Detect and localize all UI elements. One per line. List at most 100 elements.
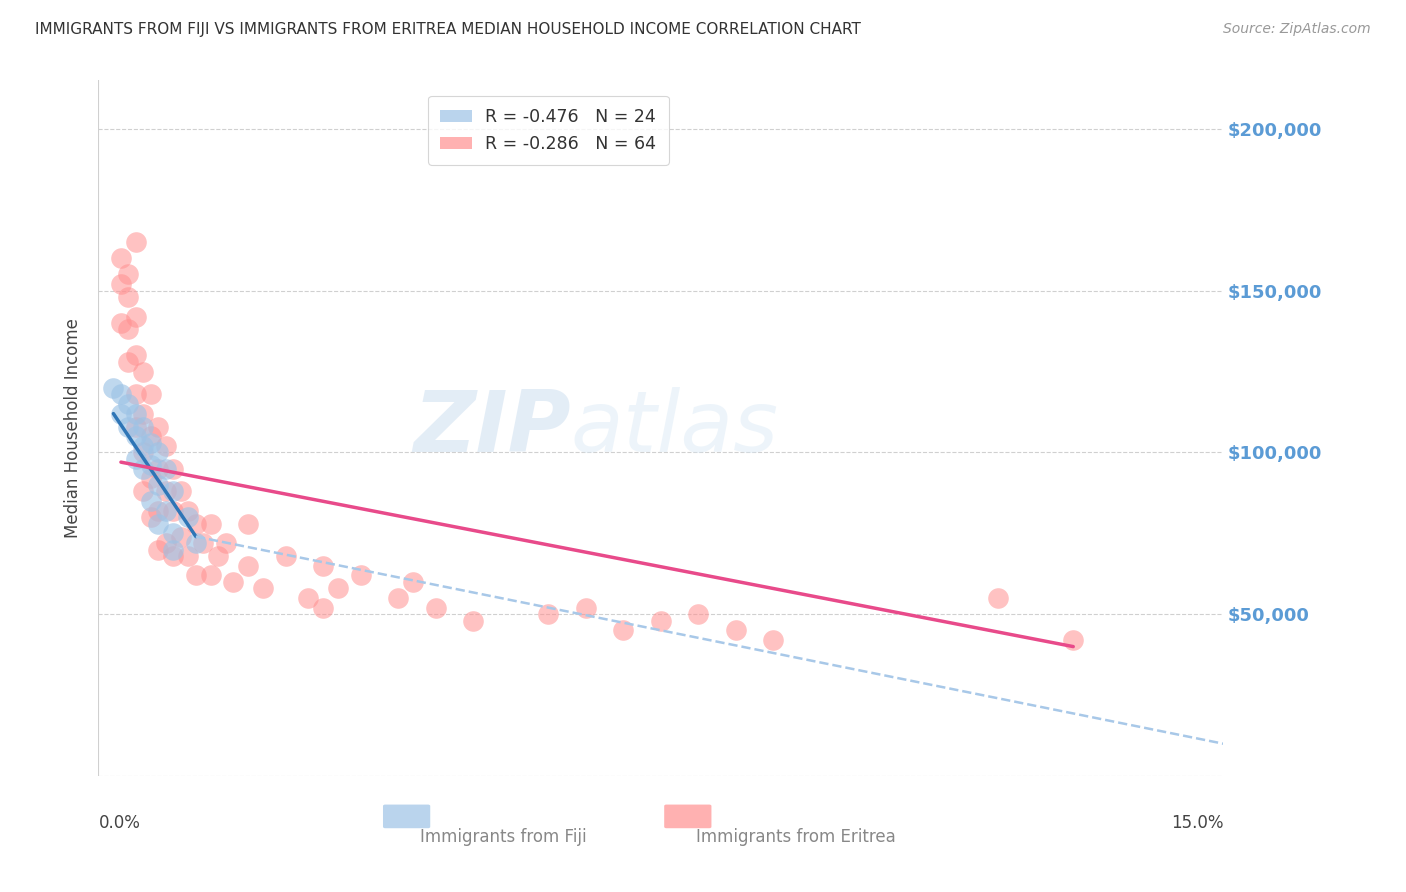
Point xyxy=(193,536,215,550)
Point xyxy=(132,439,155,453)
Point xyxy=(125,407,148,421)
Point xyxy=(117,419,139,434)
Point xyxy=(463,614,485,628)
Point xyxy=(184,568,207,582)
Point xyxy=(155,504,177,518)
Point xyxy=(132,484,155,499)
Point xyxy=(170,530,193,544)
Point xyxy=(575,600,598,615)
Point xyxy=(148,419,170,434)
Text: ZIP: ZIP xyxy=(413,386,571,470)
Point xyxy=(215,536,238,550)
Point xyxy=(650,614,672,628)
Point xyxy=(328,582,350,596)
Point xyxy=(177,504,200,518)
Point xyxy=(132,365,155,379)
Point xyxy=(117,322,139,336)
Point xyxy=(162,461,184,475)
Point xyxy=(1062,633,1084,648)
Point xyxy=(132,461,155,475)
Point xyxy=(117,355,139,369)
Point xyxy=(762,633,785,648)
Point xyxy=(132,419,155,434)
Point xyxy=(184,516,207,531)
Point xyxy=(162,526,184,541)
Point xyxy=(139,458,162,473)
Point xyxy=(148,504,170,518)
Point xyxy=(155,439,177,453)
Point xyxy=(117,290,139,304)
Text: 0.0%: 0.0% xyxy=(98,814,141,832)
Point xyxy=(688,607,710,622)
Text: Immigrants from Eritrea: Immigrants from Eritrea xyxy=(696,828,896,847)
Point xyxy=(117,397,139,411)
Point xyxy=(110,277,132,292)
Text: Immigrants from Fiji: Immigrants from Fiji xyxy=(420,828,586,847)
Point xyxy=(170,484,193,499)
Point xyxy=(125,235,148,249)
Legend: R = -0.476   N = 24, R = -0.286   N = 64: R = -0.476 N = 24, R = -0.286 N = 64 xyxy=(427,96,669,165)
Point xyxy=(117,268,139,282)
Point xyxy=(155,536,177,550)
Point xyxy=(139,429,162,443)
Point xyxy=(110,252,132,266)
Point xyxy=(177,510,200,524)
Point xyxy=(125,429,148,443)
Point xyxy=(252,582,274,596)
Point xyxy=(148,516,170,531)
Point xyxy=(238,516,260,531)
Point xyxy=(110,387,132,401)
Point xyxy=(297,591,319,605)
Point xyxy=(125,348,148,362)
Point xyxy=(155,461,177,475)
Text: 15.0%: 15.0% xyxy=(1171,814,1223,832)
Point xyxy=(139,435,162,450)
Point xyxy=(162,549,184,563)
Point xyxy=(148,461,170,475)
Point xyxy=(125,310,148,324)
Point xyxy=(110,316,132,330)
Point xyxy=(148,477,170,491)
Point xyxy=(200,516,222,531)
Point xyxy=(125,387,148,401)
Point xyxy=(402,574,425,589)
Point xyxy=(103,381,125,395)
Point xyxy=(724,624,747,638)
Point xyxy=(155,484,177,499)
Point xyxy=(312,600,335,615)
Text: atlas: atlas xyxy=(571,386,779,470)
Point xyxy=(162,504,184,518)
Point xyxy=(139,471,162,485)
Point xyxy=(238,558,260,573)
Point xyxy=(148,542,170,557)
Point xyxy=(132,445,155,459)
Point xyxy=(139,494,162,508)
Point xyxy=(274,549,297,563)
Point xyxy=(132,407,155,421)
Point xyxy=(184,536,207,550)
Point xyxy=(148,445,170,459)
Point xyxy=(125,451,148,466)
Point xyxy=(312,558,335,573)
Point xyxy=(222,574,245,589)
Text: Source: ZipAtlas.com: Source: ZipAtlas.com xyxy=(1223,22,1371,37)
Point xyxy=(162,484,184,499)
FancyBboxPatch shape xyxy=(664,805,711,828)
Point xyxy=(350,568,373,582)
Point xyxy=(207,549,229,563)
Point xyxy=(162,542,184,557)
Point xyxy=(612,624,634,638)
Point xyxy=(139,510,162,524)
Text: IMMIGRANTS FROM FIJI VS IMMIGRANTS FROM ERITREA MEDIAN HOUSEHOLD INCOME CORRELAT: IMMIGRANTS FROM FIJI VS IMMIGRANTS FROM … xyxy=(35,22,860,37)
Y-axis label: Median Household Income: Median Household Income xyxy=(65,318,83,538)
Point xyxy=(425,600,447,615)
Point xyxy=(125,419,148,434)
Point xyxy=(387,591,409,605)
Point xyxy=(987,591,1010,605)
FancyBboxPatch shape xyxy=(382,805,430,828)
Point xyxy=(139,387,162,401)
Point xyxy=(537,607,560,622)
Point xyxy=(110,407,132,421)
Point xyxy=(200,568,222,582)
Point xyxy=(177,549,200,563)
